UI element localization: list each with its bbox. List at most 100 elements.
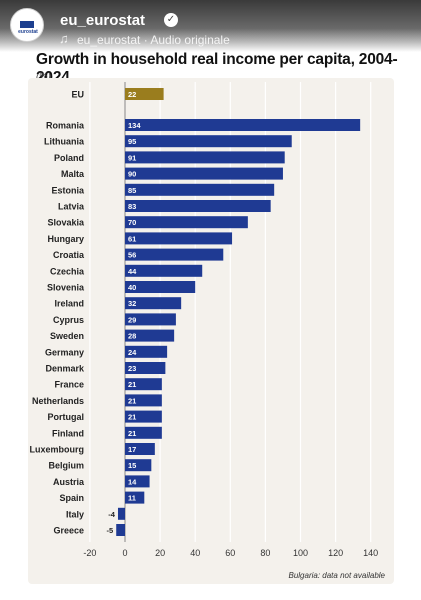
category-label: Malta <box>61 169 85 179</box>
category-label: Ireland <box>54 299 84 309</box>
bar-cyprus <box>125 313 176 326</box>
music-note-icon: ♫ <box>59 31 69 46</box>
bar-belgium <box>125 459 152 472</box>
category-label: Portugal <box>47 412 84 422</box>
value-label: 91 <box>128 153 136 162</box>
verified-icon: ✓ <box>164 13 178 27</box>
bar-italy <box>117 507 125 520</box>
x-tick-label: 80 <box>260 548 270 558</box>
value-label: 61 <box>128 234 136 243</box>
bar-latvia <box>125 200 271 212</box>
value-label: -4 <box>108 510 115 519</box>
category-label: Belgium <box>48 461 84 471</box>
value-label: 21 <box>128 396 136 405</box>
bar-sweden <box>125 329 175 342</box>
category-label: Poland <box>54 153 84 163</box>
bar-denmark <box>125 362 166 374</box>
x-tick-label: 140 <box>363 548 378 558</box>
x-tick-label: 60 <box>225 548 235 558</box>
value-label: 28 <box>128 332 136 341</box>
x-tick-label: 120 <box>328 548 343 558</box>
eu-flag-icon <box>20 21 34 28</box>
category-label: Slovakia <box>47 218 85 228</box>
bar-poland <box>125 151 285 164</box>
category-label: Croatia <box>53 250 85 260</box>
x-tick-label: 40 <box>190 548 200 558</box>
value-label: 32 <box>128 299 136 308</box>
category-label: Cyprus <box>53 315 84 325</box>
bar-croatia <box>125 248 224 261</box>
value-label: 15 <box>128 461 136 470</box>
bar-luxembourg <box>125 443 155 455</box>
value-label: 40 <box>128 283 136 292</box>
bar-spain <box>125 491 145 504</box>
category-label: Italy <box>66 509 84 519</box>
bar-greece <box>116 524 125 536</box>
category-label: Romania <box>46 121 85 131</box>
bar-slovenia <box>125 281 196 293</box>
chart-panel: -20 0 20 40 60 80 100 120 140 EU 22 Romania 134 Lithu… <box>28 78 394 584</box>
bar-portugal <box>125 410 162 423</box>
category-label: Slovenia <box>47 283 85 293</box>
avatar[interactable]: eurostat <box>10 8 44 42</box>
value-label: 56 <box>128 251 136 260</box>
bar-chart: -20 0 20 40 60 80 100 120 140 EU 22 Romania 134 Lithu… <box>29 82 378 558</box>
chart-subtitle: (%) <box>36 71 51 82</box>
bar-netherlands <box>125 394 162 407</box>
value-label: 21 <box>128 413 136 422</box>
bar-ireland <box>125 297 182 310</box>
category-label: EU <box>71 90 84 100</box>
account-name[interactable]: eu_eurostat <box>60 12 146 29</box>
bar-malta <box>125 167 283 180</box>
post-header: eurostat eu_eurostat ✓ ♫ eu_eurostat · A… <box>0 0 421 52</box>
category-label: Estonia <box>51 185 85 195</box>
bar-hungary <box>125 232 233 245</box>
bar-estonia <box>125 183 275 196</box>
x-tick-label: 20 <box>155 548 165 558</box>
bar-france <box>125 378 162 391</box>
avatar-brand: eurostat <box>18 29 38 35</box>
category-label: Hungary <box>47 234 84 244</box>
value-label: 90 <box>128 170 136 179</box>
bar-slovakia <box>125 216 248 229</box>
category-label: Spain <box>59 493 84 503</box>
value-label: 134 <box>128 121 141 130</box>
value-label: 95 <box>128 137 136 146</box>
bar-finland <box>125 426 162 439</box>
category-label: Latvia <box>58 202 85 212</box>
audio-label[interactable]: eu_eurostat · Audio originale <box>77 33 230 47</box>
value-label: 22 <box>128 90 136 99</box>
value-label: 70 <box>128 218 136 227</box>
category-label: Austria <box>53 477 85 487</box>
x-tick-label: 0 <box>122 548 127 558</box>
bar-czechia <box>125 264 203 277</box>
value-label: 24 <box>128 348 137 357</box>
bar-germany <box>125 345 168 358</box>
category-label: Germany <box>45 347 84 357</box>
value-label: 17 <box>128 445 136 454</box>
bar-austria <box>125 475 150 488</box>
category-label: Finland <box>52 428 84 438</box>
category-label: France <box>54 380 84 390</box>
bar-lithuania <box>125 135 292 148</box>
value-label: 44 <box>128 267 137 276</box>
value-label: -5 <box>107 526 114 535</box>
value-label: 11 <box>128 494 136 503</box>
value-label: 85 <box>128 186 136 195</box>
bar-romania <box>125 119 361 131</box>
bar-eu <box>125 88 164 100</box>
value-label: 14 <box>128 477 137 486</box>
category-label: Netherlands <box>32 396 84 406</box>
category-label: Luxembourg <box>29 445 84 455</box>
value-label: 83 <box>128 202 136 211</box>
x-tick-label: -20 <box>83 548 96 558</box>
category-label: Lithuania <box>44 137 85 147</box>
category-label: Denmark <box>45 364 85 374</box>
value-label: 21 <box>128 429 136 438</box>
chart-footnote: Bulgaria: data not available <box>288 571 385 580</box>
x-tick-label: 100 <box>293 548 308 558</box>
value-label: 23 <box>128 364 136 373</box>
category-label: Czechia <box>50 266 85 276</box>
value-label: 29 <box>128 315 136 324</box>
value-label: 21 <box>128 380 136 389</box>
